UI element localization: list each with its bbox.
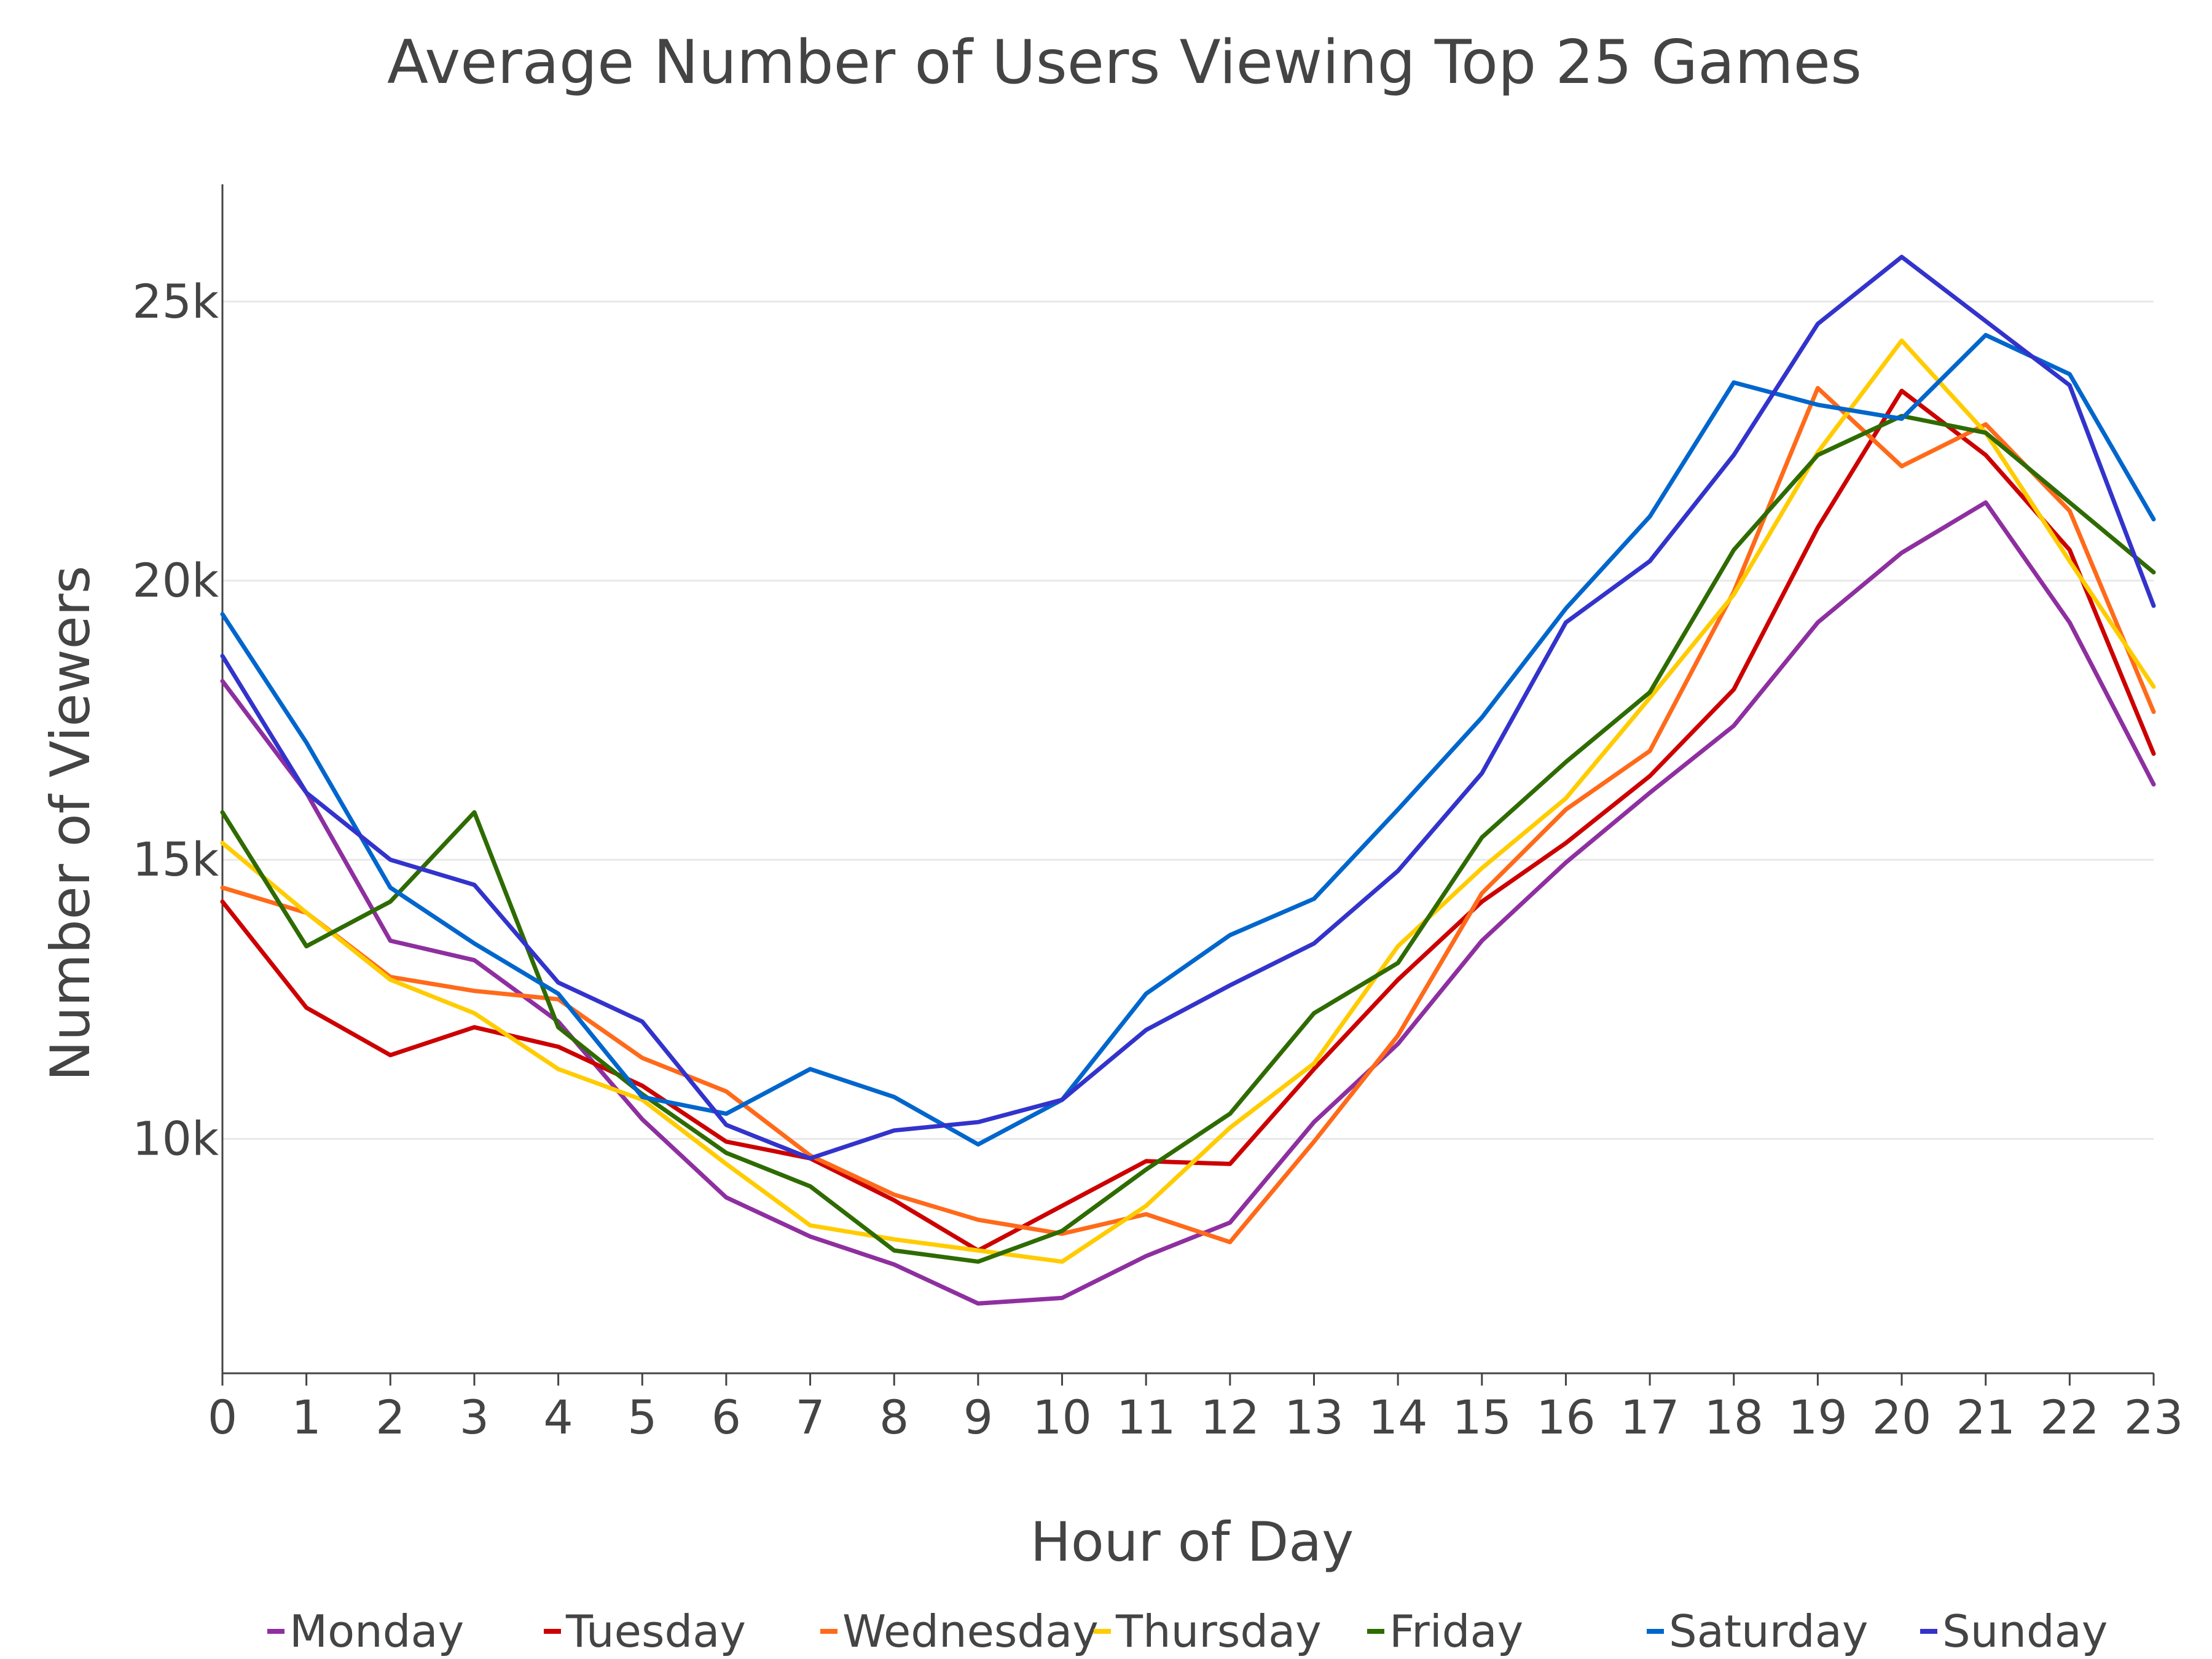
y-tick-label: 10k (132, 1111, 219, 1166)
x-tick-label: 18 (1704, 1390, 1763, 1445)
x-axis-ticks: 0 1 2 3 4 5 6 7 8 9 10 11 12 13 14 15 16 17 18 19 20 21 22 23 (208, 1373, 2184, 1445)
x-tick-label: 19 (1788, 1390, 1848, 1445)
grid-lines (222, 300, 2154, 1140)
series-line-thursday (220, 338, 2156, 1264)
legend-item-friday[interactable]: Friday (1367, 1606, 1523, 1657)
legend-label: Monday (289, 1606, 464, 1657)
series-line-tuesday (220, 388, 2156, 1253)
x-tick-label: 0 (208, 1390, 237, 1445)
x-tick-label: 21 (1956, 1390, 2015, 1445)
legend-item-wednesday[interactable]: Wednesday (820, 1606, 1099, 1657)
x-tick-label: 23 (2124, 1390, 2184, 1445)
legend-label: Friday (1389, 1606, 1523, 1657)
legend-label: Thursday (1115, 1606, 1322, 1657)
series-line-monday (220, 500, 2156, 1306)
y-tick-label: 20k (132, 553, 219, 608)
x-tick-label: 8 (879, 1390, 909, 1445)
x-tick-label: 3 (460, 1390, 489, 1445)
x-tick-label: 15 (1452, 1390, 1512, 1445)
series-line-wednesday (220, 386, 2156, 1244)
y-axis-ticks: 10k 15k 20k 25k (132, 274, 219, 1166)
x-tick-label: 10 (1032, 1390, 1092, 1445)
x-tick-label: 13 (1284, 1390, 1344, 1445)
x-tick-label: 11 (1116, 1390, 1176, 1445)
x-tick-label: 1 (291, 1390, 321, 1445)
legend-item-sunday[interactable]: Sunday (1920, 1606, 2108, 1657)
legend-item-tuesday[interactable]: Tuesday (544, 1606, 746, 1657)
x-tick-label: 14 (1368, 1390, 1428, 1445)
series-line-saturday (220, 332, 2156, 1147)
legend[interactable]: Monday Tuesday Wednesday Thursday Friday Satu… (267, 1606, 2108, 1657)
series-line-sunday (220, 254, 2156, 1161)
x-tick-label: 4 (543, 1390, 573, 1445)
x-tick-label: 2 (375, 1390, 405, 1445)
x-tick-label: 22 (2040, 1390, 2100, 1445)
y-tick-label: 25k (132, 274, 219, 329)
x-tick-label: 7 (795, 1390, 825, 1445)
y-axis-label: Number of Viewers (39, 565, 102, 1081)
x-tick-label: 17 (1620, 1390, 1680, 1445)
legend-item-saturday[interactable]: Saturday (1647, 1606, 1868, 1657)
legend-label: Sunday (1942, 1606, 2108, 1657)
legend-label: Saturday (1669, 1606, 1868, 1657)
x-tick-label: 12 (1200, 1390, 1260, 1445)
legend-label: Tuesday (565, 1606, 746, 1657)
x-tick-label: 6 (712, 1390, 741, 1445)
y-tick-label: 15k (132, 832, 219, 887)
x-tick-label: 9 (963, 1390, 993, 1445)
axes (221, 184, 2154, 1375)
legend-label: Wednesday (842, 1606, 1099, 1657)
legend-item-thursday[interactable]: Thursday (1094, 1606, 1322, 1657)
series-line-friday (220, 414, 2156, 1264)
x-tick-label: 20 (1872, 1390, 1932, 1445)
series-lines (220, 254, 2156, 1306)
chart-title: Average Number of Users Viewing Top 25 G… (387, 28, 1862, 98)
x-tick-label: 16 (1536, 1390, 1596, 1445)
x-tick-label: 5 (627, 1390, 657, 1445)
x-axis-label: Hour of Day (1030, 1510, 1354, 1574)
legend-item-monday[interactable]: Monday (267, 1606, 464, 1657)
